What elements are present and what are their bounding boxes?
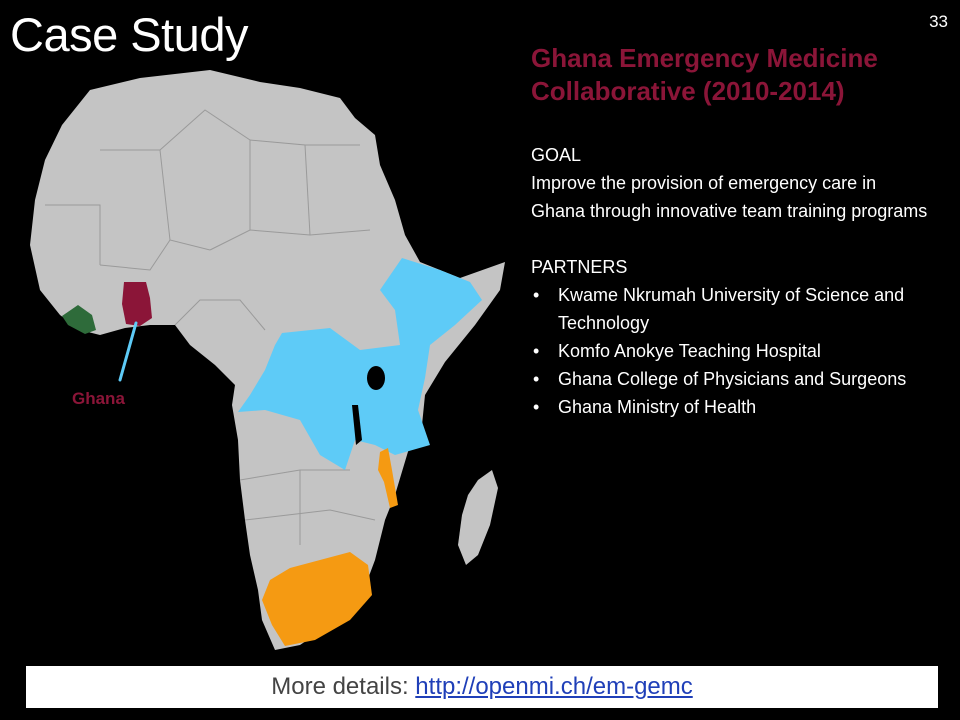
bullet-icon: • [533,341,540,361]
more-details-bar: More details: http://openmi.ch/em-gemc [26,666,938,708]
madagascar [458,470,498,565]
partner-name: Kwame Nkrumah University of Science and … [558,285,905,333]
lake-tanganyika [352,405,362,445]
slide-title: Case Study [10,8,248,61]
partner-item: • Kwame Nkrumah University of Science an… [531,281,931,337]
partner-name: Ghana Ministry of Health [558,397,757,417]
partners-title: PARTNERS [531,257,628,277]
liberia-shape [62,305,96,334]
east-central-africa-region [238,258,482,470]
lake-victoria [367,366,385,390]
ghana-pointer-line [118,321,138,382]
malawi-shape [378,448,398,508]
partner-item: • Ghana Ministry of Health [531,393,931,421]
partner-item: • Ghana College of Physicians and Surgeo… [531,365,931,393]
goal-title: GOAL [531,145,582,165]
content-panel: Ghana Emergency Medicine Collaborative (… [531,42,931,421]
south-africa-shape [262,552,372,646]
ghana-map-label: Ghana [72,389,125,408]
ghana-shape [122,282,152,326]
country-borders [45,109,376,545]
more-details-label: More details: [271,673,416,700]
goal-text: Improve the provision of emergency care … [531,173,928,221]
bullet-icon: • [533,285,540,305]
content-heading: Ghana Emergency Medicine Collaborative (… [531,43,878,106]
bullet-icon: • [533,369,540,389]
page-number: 33 [929,12,948,31]
partners-list: • Kwame Nkrumah University of Science an… [531,281,931,421]
africa-continent [30,70,505,650]
bullet-icon: • [533,397,540,417]
partner-item: • Komfo Anokye Teaching Hospital [531,337,931,365]
partner-name: Ghana College of Physicians and Surgeons [558,369,907,389]
partner-name: Komfo Anokye Teaching Hospital [558,341,821,361]
africa-map [30,70,505,650]
more-details-link[interactable]: http://openmi.ch/em-gemc [415,673,693,700]
